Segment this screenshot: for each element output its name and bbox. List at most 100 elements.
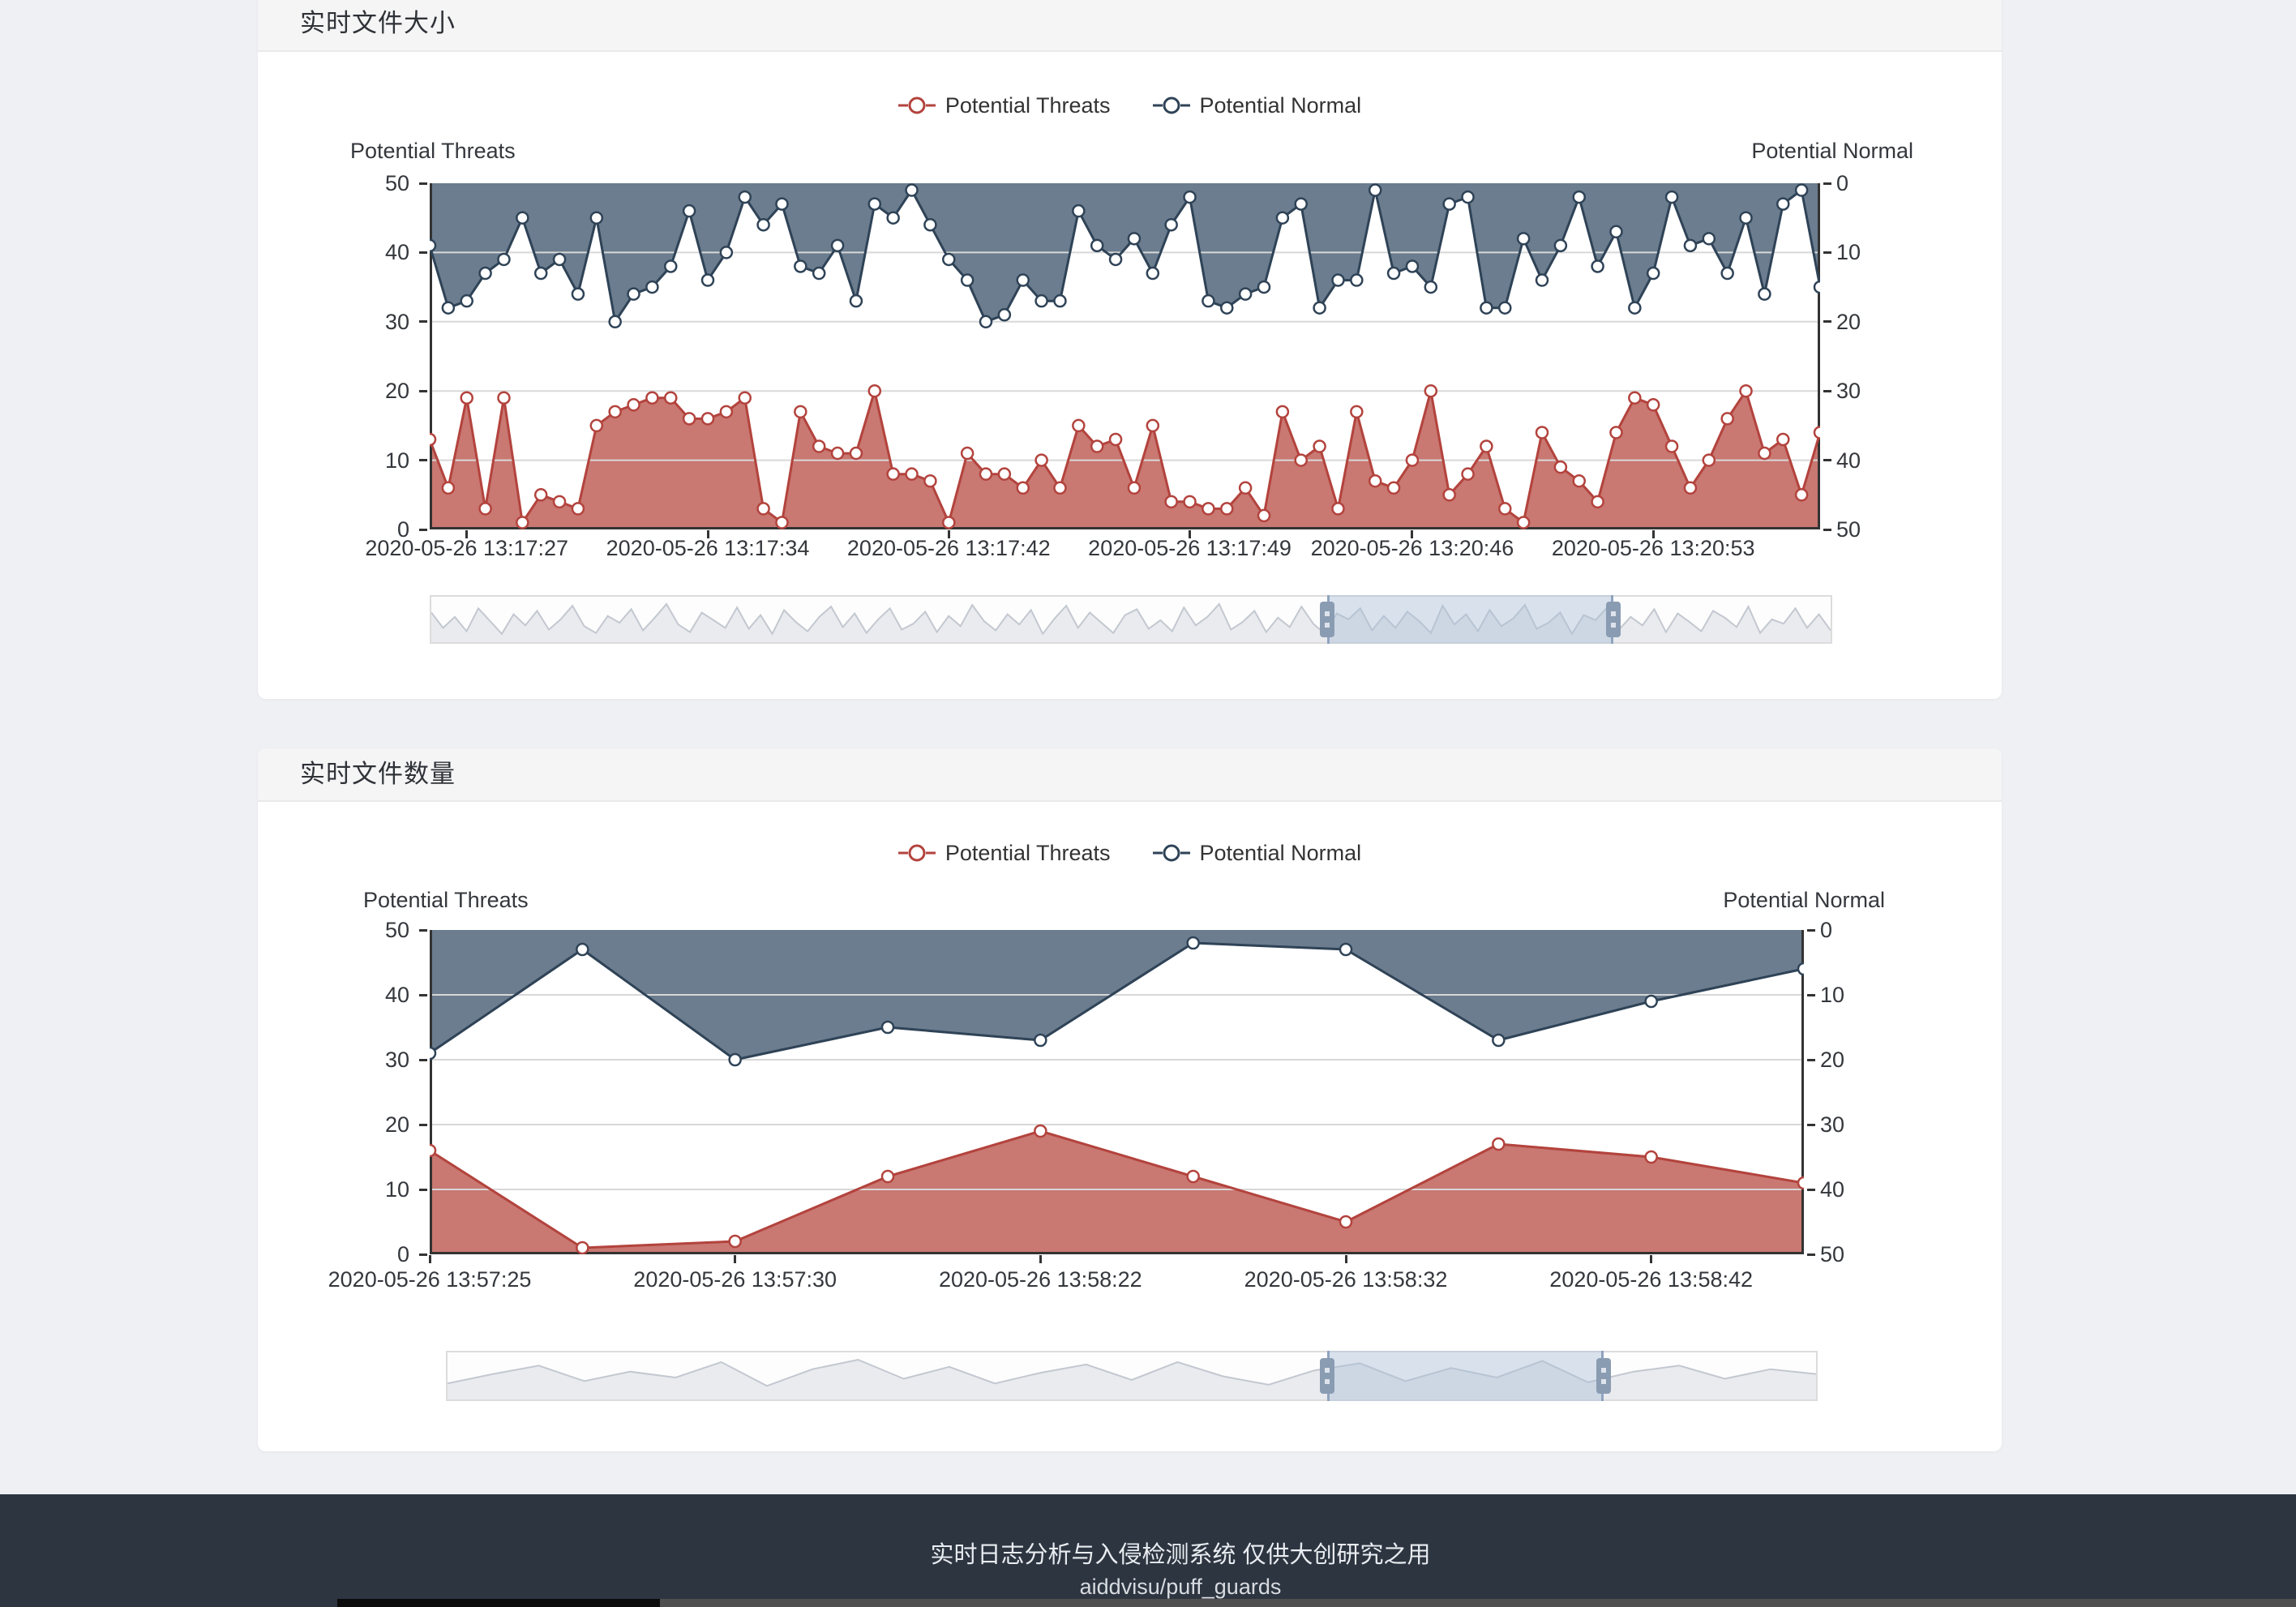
normal-data-marker [997,308,1012,322]
y-axis-tick [419,182,427,185]
y-axis-tick [1807,1123,1815,1126]
threats-data-marker [1294,453,1308,467]
footer-subtitle: aiddvisu/puff_guards [1079,1575,1282,1599]
normal-data-marker [1202,294,1215,308]
normal-data-marker [571,287,585,301]
threats-data-marker [430,432,437,447]
threats-data-marker [1350,405,1364,419]
chart2-left-axis-name: Potential Threats [363,888,529,912]
normal-data-marker [700,273,715,287]
normal-data-marker [1442,197,1456,211]
normal-data-marker [1072,204,1086,218]
normal-data-marker [430,1046,437,1061]
datazoom-preview-area [431,604,1831,642]
panel-file-size: 实时文件大小 [258,0,2002,699]
threats-data-marker [576,1241,589,1254]
datazoom-handle-right[interactable] [1606,602,1621,637]
threats-data-marker [756,502,770,516]
x-axis-tick [1650,1255,1653,1263]
panel-file-count-title: 实时文件数量 [300,760,456,788]
normal-data-marker [1127,232,1142,246]
threats-data-marker [1220,502,1234,516]
datazoom-handle-left[interactable] [1320,1358,1335,1394]
threats-data-marker [1720,412,1734,426]
datazoom-preview-line [431,602,1831,636]
normal-data-marker [1646,266,1660,281]
normal-data-marker [533,266,548,281]
threats-data-marker [1480,439,1493,453]
y-axis-label: 40 [1836,448,1861,473]
threats-data-marker [516,516,529,529]
threats-data-marker [1702,453,1716,467]
y-axis-tick [419,320,427,324]
threats-data-marker [1813,426,1820,439]
file-count-datazoom-slider[interactable] [446,1351,1818,1401]
x-axis-label: 2020-05-26 13:17:49 [1088,536,1292,560]
datazoom-handle-right[interactable] [1596,1358,1612,1394]
datazoom-window[interactable] [1326,595,1614,644]
y-axis-tick [1823,389,1831,392]
y-axis-tick [1823,182,1831,185]
threats-data-marker [886,467,900,481]
normal-data-marker [1146,266,1160,281]
threats-data-marker [1498,502,1512,516]
normal-data-marker [1492,1033,1506,1048]
normal-series-line [430,941,1804,1061]
chart1-right-axis-name: Potential Normal [1751,139,1913,163]
normal-data-marker [576,942,589,957]
legend-label: Potential Threats [945,92,1111,118]
threats-data-marker [1072,418,1086,433]
legend-item-potential-normal[interactable]: Potential Normal [1152,93,1361,118]
threats-data-marker [430,1143,437,1158]
x-axis-label: 2020-05-26 13:20:53 [1551,536,1755,560]
y-axis-tick [1823,251,1831,254]
x-axis-label: 2020-05-26 13:58:32 [1244,1267,1448,1292]
threats-data-marker [1535,426,1549,439]
x-axis-label: 2020-05-26 13:57:25 [328,1267,532,1292]
y-axis-tick [419,993,427,996]
normal-data-marker [1813,280,1820,294]
datazoom-preview-chart [431,602,1831,642]
chart2-legend: Potential Threats Potential Normal [258,838,2002,868]
legend-item-potential-threats[interactable]: Potential Threats [897,92,1111,118]
threats-data-marker [1016,481,1030,495]
normal-data-marker [1664,190,1679,204]
x-axis-tick [1344,1255,1347,1263]
normal-data-marker [1591,259,1604,273]
y-axis-label: 50 [384,918,409,942]
normal-data-marker [738,190,752,204]
normal-area [430,930,1804,1060]
threats-data-marker [1644,1150,1658,1164]
y-axis-tick [419,1188,427,1191]
normal-data-marker [719,246,734,259]
normal-data-marker [880,1020,895,1035]
y-axis-label: 50 [1836,517,1861,542]
y-axis-label: 0 [396,517,409,542]
x-axis-tick [1189,530,1192,538]
threats-data-marker [1442,488,1456,502]
footer: 实时日志分析与入侵检测系统 仅供大创研究之用 aiddvisu/puff_gua… [0,1494,2296,1607]
normal-data-marker [1350,273,1364,287]
threats-data-marker [1646,398,1660,412]
file-size-datazoom-slider[interactable] [430,595,1832,644]
normal-data-marker [1498,301,1512,315]
threats-data-marker [1339,1215,1353,1229]
normal-data-marker [460,294,473,308]
datazoom-handle-left[interactable] [1319,602,1334,637]
x-axis-tick [465,530,469,538]
file-count-chart [430,930,1804,1254]
threats-data-marker [1146,418,1160,433]
x-axis-label: 2020-05-26 13:58:22 [938,1267,1142,1292]
datazoom-window[interactable] [1327,1351,1604,1401]
legend-item-potential-threats[interactable]: Potential Threats [897,841,1111,866]
y-axis-tick [1807,993,1815,996]
threats-data-marker [1461,467,1475,481]
normal-data-marker [830,238,845,253]
normal-data-marker [1516,232,1531,246]
y-axis-label: 10 [1820,983,1845,1007]
normal-data-marker [812,266,826,281]
legend-threats-marker-icon [897,96,936,114]
legend-item-potential-normal[interactable]: Potential Normal [1152,841,1361,866]
legend-normal-marker-icon [1152,96,1190,114]
